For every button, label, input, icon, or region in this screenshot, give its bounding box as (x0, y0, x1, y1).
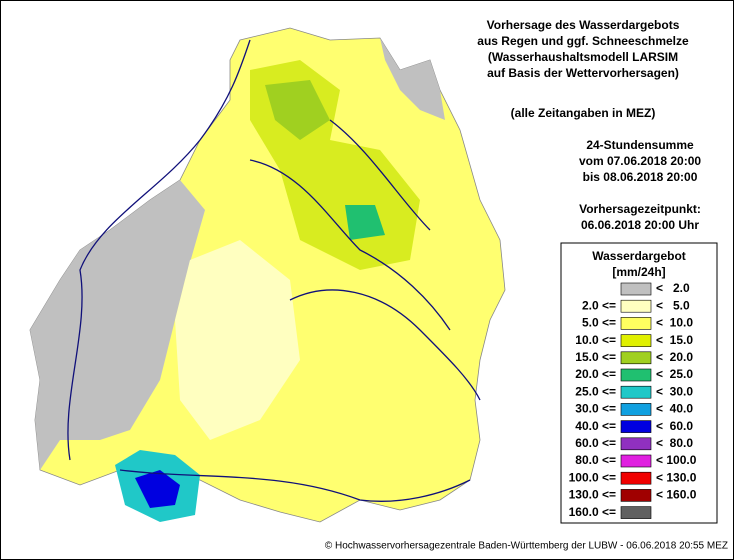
legend-lower: 20.0 <= (575, 367, 616, 381)
river (329, 119, 431, 231)
legend-swatch (620, 334, 652, 347)
timezone-note: (alle Zeitangaben in MEZ) (511, 106, 656, 120)
wetter-area-north (265, 80, 330, 140)
legend-upper: < 5.0 (656, 298, 690, 312)
legend-upper: < 10.0 (656, 316, 693, 330)
period-line: bis 08.06.2018 20:00 (583, 170, 698, 184)
period-line: 24-Stundensumme (586, 138, 694, 152)
light-area-center (175, 240, 300, 440)
legend-swatch (620, 506, 652, 519)
legend-upper: < 30.0 (656, 384, 693, 398)
river (289, 289, 481, 401)
legend-swatch (620, 489, 652, 502)
legend-swatch (620, 282, 652, 296)
legend-upper: < 2.0 (656, 281, 690, 295)
legend-title: Wasserdargebot (592, 249, 686, 263)
legend-lower: 15.0 <= (575, 350, 616, 364)
legend-swatch (620, 437, 652, 451)
legend-swatch (620, 471, 652, 485)
legend-lower: 160.0 <= (569, 505, 616, 519)
legend-upper: < 80.0 (656, 436, 693, 450)
legend-upper: < 60.0 (656, 419, 693, 433)
legend-lower: 80.0 <= (575, 453, 616, 467)
header-line: aus Regen und ggf. Schneeschmelze (477, 34, 689, 48)
header: Vorhersage des Wasserdargebots aus Regen … (477, 18, 701, 232)
footer: © Hochwasservorhersagezentrale Baden-Wür… (325, 541, 728, 552)
legend-upper: < 15.0 (656, 333, 693, 347)
legend-lower: 25.0 <= (575, 384, 616, 398)
river (119, 469, 471, 502)
header-line: (Wasserhaushaltsmodell LARSIM (488, 50, 678, 64)
legend-lower: 2.0 <= (582, 298, 616, 312)
legend-lower: 100.0 <= (569, 470, 616, 484)
legend-swatch (620, 317, 652, 330)
legend-upper: < 25.0 (656, 367, 693, 381)
legend-upper: < 40.0 (656, 402, 693, 416)
legend-upper: < 160.0 (656, 488, 697, 502)
forecast-line: Vorhersagezeitpunkt: (579, 202, 701, 216)
header-line: auf Basis der Wettervorhersagen) (487, 66, 679, 80)
legend-swatch (620, 385, 652, 399)
river (249, 159, 451, 331)
wettest-area-south (135, 470, 180, 508)
legend-upper: < 20.0 (656, 350, 693, 364)
legend-swatch (620, 368, 652, 382)
dry-area-northeast (380, 38, 445, 120)
legend-swatch (620, 403, 652, 416)
wettest-area-north (345, 205, 385, 240)
legend-upper: < 100.0 (656, 453, 697, 467)
legend-lower: 40.0 <= (575, 419, 616, 433)
period-line: vom 07.06.2018 20:00 (579, 154, 701, 168)
map (29, 27, 506, 523)
legend-lower: 60.0 <= (575, 436, 616, 450)
legend-swatch (620, 454, 652, 468)
forecast-line: 06.06.2018 20:00 Uhr (581, 218, 699, 232)
header-line: Vorhersage des Wasserdargebots (487, 18, 680, 32)
legend-swatch (620, 420, 652, 433)
legend-swatch (620, 351, 652, 365)
river (67, 39, 251, 461)
legend-swatch (620, 299, 652, 313)
legend-unit: [mm/24h] (612, 265, 665, 279)
legend-rows: < 2.0 2.0 <= < 5.0 5.0 <= < 10.0 10.0 <= < 15.… (569, 281, 697, 519)
legend-lower: 10.0 <= (575, 333, 616, 347)
legend-lower: 5.0 <= (582, 316, 616, 330)
legend-lower: 130.0 <= (569, 488, 616, 502)
legend-upper: < 130.0 (656, 470, 697, 484)
dry-area-west (30, 180, 205, 470)
legend-lower: 30.0 <= (575, 402, 616, 416)
